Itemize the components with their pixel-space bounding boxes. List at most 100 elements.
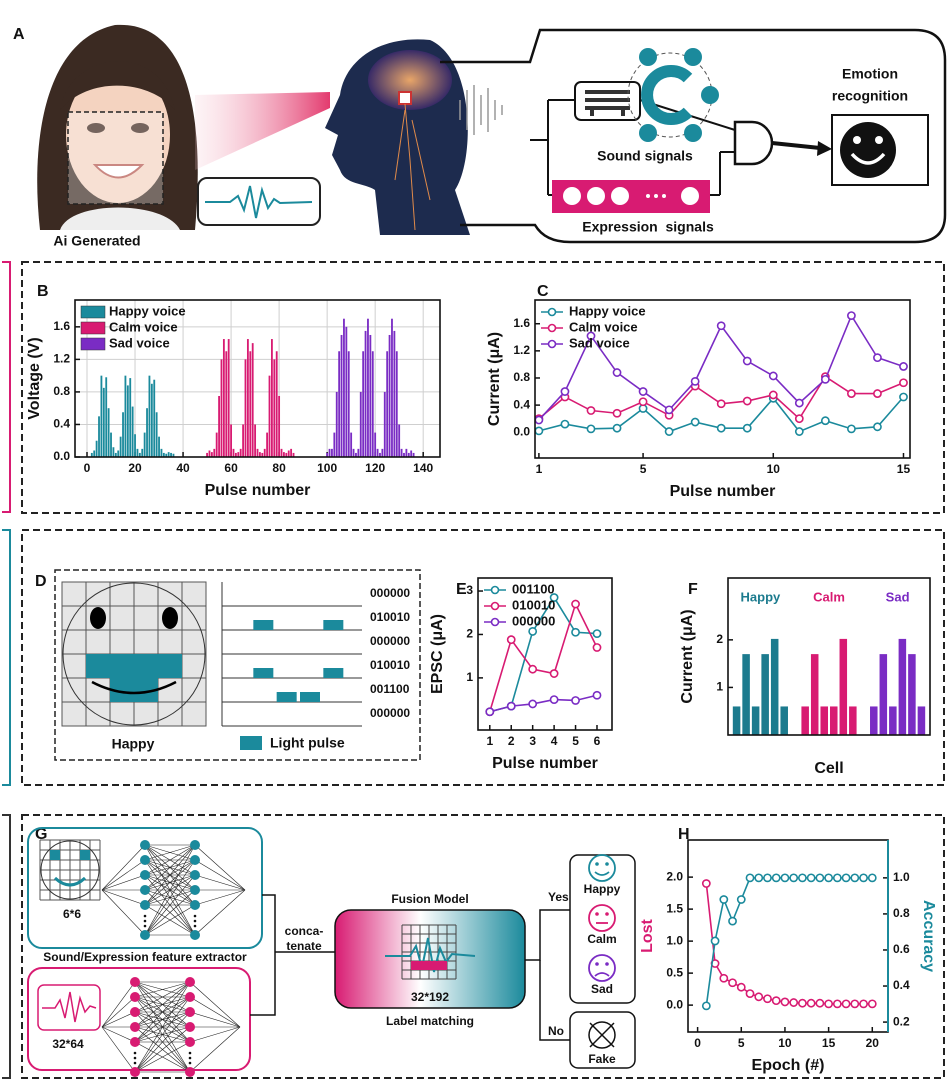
legend-swatch (80, 305, 106, 319)
net-node (190, 930, 200, 940)
bar (292, 452, 295, 457)
point (763, 994, 772, 1004)
point (571, 599, 580, 609)
bar (839, 638, 848, 735)
y-axis-label: Lost (639, 918, 656, 952)
sound-wave (459, 85, 503, 135)
point (701, 879, 711, 888)
bar (290, 448, 293, 457)
bar (124, 375, 127, 457)
panel-a: A Ai Generated Sound signals Expression (13, 24, 947, 249)
point (780, 997, 790, 1007)
emotion-face (588, 854, 616, 882)
net-node (140, 840, 150, 850)
outcome-label: Calm (587, 932, 616, 946)
bar (117, 450, 120, 457)
point (754, 873, 764, 883)
outcome-label: Sad (591, 982, 613, 996)
point (847, 424, 856, 434)
point (701, 1001, 711, 1011)
bar (225, 351, 228, 457)
light-beam (195, 92, 330, 170)
speaker-icon (585, 90, 630, 116)
bar (119, 436, 122, 457)
panel-label: G (35, 826, 47, 843)
point (794, 398, 804, 408)
point (690, 376, 700, 386)
legend-label: Sad voice (569, 335, 630, 350)
point (736, 895, 746, 904)
y-tick-label: 0.8 (513, 370, 530, 384)
point (754, 992, 764, 1002)
connector (539, 960, 570, 1041)
x-tick-label: 10 (767, 462, 781, 476)
y-tick-label: 0.0 (53, 449, 70, 463)
y-tick-label: 1.2 (513, 343, 530, 357)
light-pulse (276, 692, 297, 702)
x-tick-label: 120 (365, 461, 385, 475)
x-tick-label: 40 (176, 461, 190, 475)
point (768, 390, 778, 400)
x-tick-label: 10 (778, 1036, 792, 1050)
bar (362, 351, 365, 457)
point (528, 699, 538, 709)
y2-axis-label: Accuracy (920, 900, 937, 972)
bar (338, 351, 341, 457)
net-node (140, 900, 150, 910)
point (820, 374, 830, 384)
point (571, 627, 580, 637)
legend-label: 000000 (512, 613, 555, 628)
net-edge (101, 889, 146, 936)
net-edge (134, 996, 191, 1073)
x-tick-label: 5 (738, 1036, 745, 1050)
bar (239, 448, 242, 457)
head-illustration (325, 39, 470, 235)
mini-face-eye (80, 850, 90, 860)
point (690, 417, 700, 427)
caption: Ai Generated (53, 233, 140, 249)
net-edge (134, 1041, 191, 1073)
net-edge (194, 874, 246, 891)
net-node (185, 977, 195, 987)
matching-label: Label matching (386, 1014, 474, 1028)
light-pulse (253, 668, 274, 678)
y-tick-label: 1.6 (513, 316, 530, 330)
x-axis-label: Pulse number (205, 482, 311, 499)
bar (379, 452, 381, 457)
net-edge (101, 996, 136, 1028)
net-edge (144, 844, 196, 861)
x-tick-label: 20 (866, 1036, 880, 1050)
net-node (130, 1007, 140, 1017)
net-node (185, 1037, 195, 1047)
net-node (130, 1067, 140, 1077)
point (728, 916, 737, 926)
y-tick-label: 2.0 (666, 869, 683, 883)
point (794, 427, 804, 436)
arrow (771, 141, 821, 150)
bar (335, 391, 338, 457)
bar (131, 406, 134, 457)
outcome-label: Happy (584, 882, 621, 896)
point (820, 416, 830, 426)
bar (90, 452, 93, 457)
x-tick-label: 60 (224, 461, 238, 475)
fusion-label: Fusion Model (391, 892, 468, 906)
legend-label: Happy voice (569, 303, 646, 318)
x-tick-label: 4 (551, 734, 558, 748)
net-node (185, 992, 195, 1002)
bar (136, 448, 139, 457)
net-node (190, 885, 200, 895)
y-tick-label: 0.5 (666, 965, 683, 979)
point (824, 999, 834, 1009)
net-edge (189, 981, 241, 1028)
net-edge (194, 889, 246, 906)
emotion-eye (605, 962, 609, 966)
code-label: 010010 (370, 610, 410, 624)
point (586, 331, 596, 341)
net-edge (101, 874, 146, 891)
emotion-eye (595, 962, 599, 966)
net-dot (133, 1051, 137, 1055)
plot-frame (477, 577, 613, 731)
point (859, 873, 868, 883)
